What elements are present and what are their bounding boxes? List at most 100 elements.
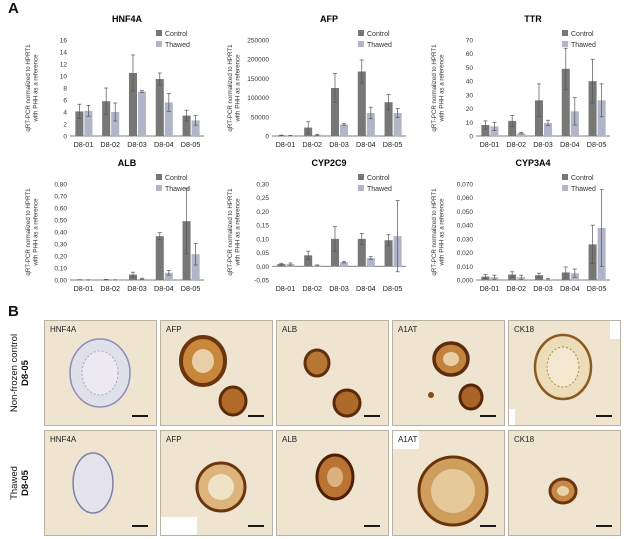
organoid-image: [548, 477, 578, 505]
y-tick-label: 0,80: [54, 182, 67, 189]
organoid-image: [417, 455, 489, 527]
bar-control: [357, 238, 366, 267]
legend-entry: Thawed: [571, 186, 596, 193]
chart-title: HNF4A: [112, 14, 143, 24]
y-tick-label: 50: [466, 65, 474, 72]
micrograph-control-hnf4a: HNF4A: [44, 320, 157, 426]
scale-bar: [132, 525, 148, 527]
y-tick-label: 0,20: [54, 254, 67, 261]
y-axis-label-line: with PHH as a reference: [439, 198, 446, 267]
panel-a-label: A: [8, 0, 19, 17]
legend-swatch: [562, 174, 568, 180]
chart-alb: ALB qRT-PCR normalized to HPRT1with PHH a…: [8, 154, 208, 298]
x-tick-label: D8-01: [480, 140, 500, 149]
y-axis-label-line: qRT-PCR normalized to HPRT1: [431, 44, 438, 132]
marker-label: HNF4A: [50, 325, 77, 334]
bar-control: [561, 68, 570, 136]
x-tick-label: D8-03: [533, 284, 553, 293]
bar-thawed: [111, 112, 120, 136]
marker-label: HNF4A: [50, 435, 77, 444]
bar-control: [128, 73, 137, 136]
y-axis-label-line: qRT-PCR normalized to HPRT1: [227, 44, 234, 132]
x-tick-label: D8-01: [74, 284, 94, 293]
y-axis-label: qRT-PCR normalized to HPRT1with PHH as a…: [227, 44, 242, 132]
x-tick-label: D8-04: [560, 140, 580, 149]
y-tick-label: 0,25: [256, 195, 269, 202]
marker-label: AFP: [166, 325, 182, 334]
y-tick-label: 0,030: [457, 236, 474, 243]
marker-label: AFP: [166, 435, 182, 444]
chart-title: CYP3A4: [515, 158, 550, 168]
chart-hnf4a: HNF4A qRT-PCR normalized to HPRT1with PHH…: [8, 10, 208, 154]
y-tick-label: 12: [60, 62, 68, 69]
chart-title: CYP2C9: [311, 158, 346, 168]
y-tick-label: 20: [466, 106, 474, 113]
x-tick-label: D8-03: [127, 284, 147, 293]
y-axis-label-line: with PHH as a reference: [33, 54, 40, 123]
x-tick-label: D8-05: [383, 284, 403, 293]
scale-bar: [596, 525, 612, 527]
x-tick-label: D8-04: [356, 284, 376, 293]
legend-entry: Control: [571, 31, 594, 38]
bar-control: [330, 238, 339, 267]
y-axis-label: qRT-PCR normalized to HPRT1with PHH as a…: [431, 188, 446, 276]
bar-control: [75, 111, 84, 136]
organoid-image: [195, 461, 247, 513]
y-tick-label: 70: [466, 38, 474, 45]
bar-thawed: [340, 124, 349, 136]
x-tick-label: D8-01: [276, 140, 296, 149]
x-tick-label: D8-04: [560, 284, 580, 293]
legend-swatch: [562, 30, 568, 36]
y-tick-label: 0,070: [457, 182, 474, 189]
y-tick-label: 150000: [247, 76, 269, 83]
micrograph-control-a1at: A1AT: [392, 320, 505, 426]
micrograph-thawed-afp: AFP: [160, 430, 273, 536]
y-tick-label: 6: [63, 98, 67, 105]
y-tick-label: 40: [466, 79, 474, 86]
marker-label: ALB: [282, 435, 298, 444]
y-tick-label: 0,20: [256, 209, 269, 216]
legend-swatch: [156, 185, 162, 191]
marker-label: A1AT: [398, 325, 418, 334]
legend-swatch: [358, 185, 364, 191]
bar-control: [534, 100, 543, 136]
x-tick-label: D8-02: [506, 284, 526, 293]
legend-entry: Thawed: [367, 186, 392, 193]
y-tick-label: 10: [466, 120, 474, 127]
chart-svg: AFP qRT-PCR normalized to HPRT1with PHH a…: [227, 14, 406, 149]
white-corner: [610, 321, 620, 339]
bar-control: [330, 88, 339, 136]
legend-entry: Control: [165, 175, 188, 182]
micrograph-thawed-ck18: CK18: [508, 430, 621, 536]
row-label-control-line2: D8-05: [20, 360, 31, 386]
bar-thawed: [393, 112, 402, 136]
scale-bar: [248, 525, 264, 527]
micrograph-control-alb: ALB: [276, 320, 389, 426]
bar-control: [102, 101, 111, 136]
scale-bar: [480, 415, 496, 417]
y-axis-label-line: with PHH as a reference: [235, 54, 242, 123]
y-tick-label: 0,10: [54, 266, 67, 273]
x-tick-label: D8-02: [302, 140, 322, 149]
organoid-image: [533, 333, 593, 401]
legend-entry: Control: [367, 175, 390, 182]
x-tick-label: D8-02: [506, 140, 526, 149]
x-tick-label: D8-04: [356, 140, 376, 149]
organoid-image: [72, 452, 114, 514]
y-tick-label: 0,00: [256, 264, 269, 271]
bar-control: [304, 255, 313, 267]
chart-afp: AFP qRT-PCR normalized to HPRT1with PHH a…: [210, 10, 410, 154]
bar-control: [357, 71, 366, 136]
bar-thawed: [597, 100, 606, 136]
bar-control: [481, 125, 490, 136]
legend-swatch: [358, 41, 364, 47]
bar-thawed: [164, 102, 173, 136]
x-tick-label: D8-02: [100, 284, 120, 293]
y-axis-label-line: with PHH as a reference: [439, 54, 446, 123]
legend-swatch: [562, 185, 568, 191]
x-tick-label: D8-05: [383, 140, 403, 149]
y-tick-label: 0,020: [457, 250, 474, 257]
micrograph-thawed-hnf4a: HNF4A: [44, 430, 157, 536]
bar-thawed: [517, 133, 526, 136]
